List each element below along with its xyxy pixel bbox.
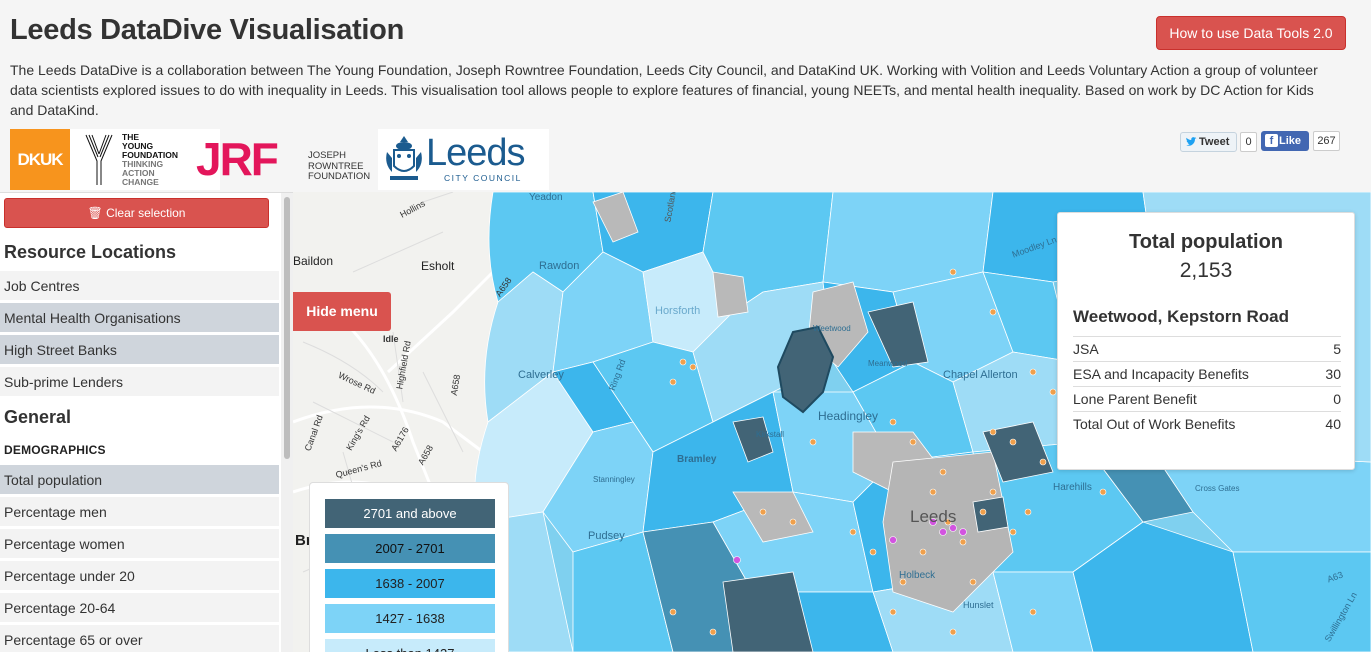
leeds-city-council-logo[interactable]: Leeds CITY COUNCIL — [378, 129, 549, 190]
facebook-like-button[interactable]: f Like — [1261, 131, 1309, 151]
info-row-value: 30 — [1325, 366, 1341, 382]
sidebar-item-percentage-20-64[interactable]: Percentage 20-64 — [0, 593, 279, 623]
map-label-kirkstall: Kirkstall — [756, 430, 785, 439]
sidebar-item-percentage-65-or-over[interactable]: Percentage 65 or over — [0, 625, 279, 652]
intro-text: The Leeds DataDive is a collaboration be… — [10, 62, 1318, 118]
page-header: Leeds DataDive Visualisation How to use … — [0, 0, 1371, 192]
map-label-meanwood: Meanwood — [868, 359, 908, 368]
leeds-crest-icon — [386, 136, 422, 180]
yf-line: THE — [122, 132, 139, 142]
how-to-use-button[interactable]: How to use Data Tools 2.0 — [1156, 16, 1346, 50]
dkuk-logo-text: DKUK — [17, 150, 63, 169]
sidebar-item-job-centres[interactable]: Job Centres — [0, 271, 279, 301]
map-label-chapel-allerton: Chapel Allerton — [943, 369, 1018, 381]
yf-line: FOUNDATION — [122, 150, 179, 160]
yf-subline: THINKING — [122, 159, 164, 169]
map-label-pudsey: Pudsey — [588, 530, 625, 542]
map-label-headingley: Headingley — [818, 409, 879, 423]
yf-line: YOUNG — [122, 141, 154, 151]
hide-menu-button[interactable]: Hide menu — [293, 292, 391, 331]
tweet-label: Tweet — [1199, 136, 1230, 148]
general-heading: General — [4, 407, 72, 427]
map-legend: 2701 and above 2007 - 2701 1638 - 2007 1… — [309, 482, 509, 652]
sidebar-scroll-thumb[interactable] — [284, 197, 290, 459]
sidebar-scrollbar[interactable] — [281, 193, 293, 652]
clear-selection-label: Clear selection — [106, 206, 186, 220]
jrf-logo-letters: JRF — [196, 133, 279, 185]
twitter-bird-icon — [1186, 137, 1197, 146]
info-area-name: Weetwood, Kepstorn Road — [1073, 307, 1289, 326]
sidebar-item-percentage-under-20[interactable]: Percentage under 20 — [0, 561, 279, 591]
map-label-weetwood: Weetwood — [813, 324, 851, 333]
trash-icon: 🗑 — [87, 206, 103, 220]
map-label-yeadon: Yeadon — [529, 192, 563, 203]
map-label-horsforth: Horsforth — [655, 305, 701, 317]
map-label-esholt: Esholt — [421, 259, 455, 273]
yf-subline: CHANGE — [122, 177, 159, 187]
jrf-line: ROWNTREE — [308, 160, 364, 172]
young-foundation-mark-icon — [85, 134, 113, 185]
jrf-line: FOUNDATION — [308, 171, 371, 182]
leeds-logo-sub: CITY COUNCIL — [444, 173, 522, 183]
sidebar-item-mental-health-organisations[interactable]: Mental Health Organisations — [0, 303, 279, 333]
tweet-button[interactable]: Tweet — [1180, 132, 1237, 152]
sidebar: 🗑 Clear selection Resource Locations Job… — [0, 192, 293, 652]
info-row-label: Total Out of Work Benefits — [1073, 416, 1236, 432]
facebook-icon: f — [1265, 134, 1278, 147]
clear-selection-button[interactable]: 🗑 Clear selection — [4, 198, 269, 228]
map-label-calverley: Calverley — [518, 369, 564, 381]
info-row: JSA 5 — [1073, 336, 1341, 361]
info-row-label: JSA — [1073, 341, 1099, 357]
young-foundation-text: THE YOUNG FOUNDATION THINKING ACTION CHA… — [122, 133, 178, 187]
like-count: 267 — [1313, 131, 1340, 151]
legend-item: 2701 and above — [325, 499, 495, 528]
map-label-idle: Idle — [383, 334, 399, 344]
map-label-cross-gates: Cross Gates — [1195, 484, 1240, 493]
jrf-logo-text: JOSEPH ROWNTREE FOUNDATION — [308, 150, 371, 183]
sidebar-item-sub-prime-lenders[interactable]: Sub-prime Lenders — [0, 367, 279, 397]
info-panel: Total population 2,153 Weetwood, Kepstor… — [1057, 212, 1355, 470]
info-row: Lone Parent Benefit 0 — [1073, 386, 1341, 411]
map-label-hunslet: Hunslet — [963, 600, 994, 610]
leeds-logo-word: Leeds — [426, 132, 526, 174]
map-label-br: Br — [295, 532, 312, 549]
young-foundation-logo[interactable]: THE YOUNG FOUNDATION THINKING ACTION CHA… — [70, 129, 220, 190]
info-row: ESA and Incapacity Benefits 30 — [1073, 361, 1341, 386]
map-label-rawdon: Rawdon — [539, 260, 580, 272]
demographics-subheading: DEMOGRAPHICS — [4, 443, 106, 457]
info-row-value: 40 — [1325, 416, 1341, 432]
yf-subline: ACTION — [122, 168, 155, 178]
tweet-count: 0 — [1240, 132, 1257, 152]
info-row-value: 5 — [1333, 341, 1341, 357]
map-label-baildon: Baildon — [293, 254, 334, 268]
like-label: Like — [1279, 135, 1302, 147]
info-title: Total population — [1128, 231, 1284, 253]
info-row-label: Lone Parent Benefit — [1073, 391, 1197, 407]
info-row-label: ESA and Incapacity Benefits — [1073, 366, 1249, 382]
jrf-line: JOSEPH — [308, 150, 347, 161]
page-title: Leeds DataDive Visualisation — [10, 14, 405, 46]
map-label-harehills: Harehills — [1053, 482, 1092, 493]
info-row: Total Out of Work Benefits 40 — [1073, 411, 1341, 436]
legend-item: Less than 1427 — [325, 639, 495, 652]
map-label-bramley: Bramley — [677, 454, 717, 465]
info-row-value: 0 — [1333, 391, 1341, 407]
sidebar-item-total-population[interactable]: Total population — [0, 465, 279, 495]
legend-item: 1638 - 2007 — [325, 569, 495, 598]
info-value: 2,153 — [1179, 259, 1233, 282]
map-label-stanningley: Stanningley — [593, 475, 635, 484]
jrf-logo[interactable]: JRF JOSEPH ROWNTREE FOUNDATION — [194, 129, 374, 190]
choropleth-map[interactable]: Esholt Horsforth Calverley Bramley Stann… — [293, 192, 1371, 652]
map-label-leeds: Leeds — [910, 507, 957, 526]
map-label-holbeck: Holbeck — [899, 570, 936, 581]
resource-locations-heading: Resource Locations — [4, 242, 177, 262]
datakind-uk-logo[interactable]: DKUK — [10, 129, 70, 190]
sidebar-item-percentage-men[interactable]: Percentage men — [0, 497, 279, 527]
legend-item: 1427 - 1638 — [325, 604, 495, 633]
legend-item: 2007 - 2701 — [325, 534, 495, 563]
sidebar-item-percentage-women[interactable]: Percentage women — [0, 529, 279, 559]
sidebar-item-high-street-banks[interactable]: High Street Banks — [0, 335, 279, 365]
